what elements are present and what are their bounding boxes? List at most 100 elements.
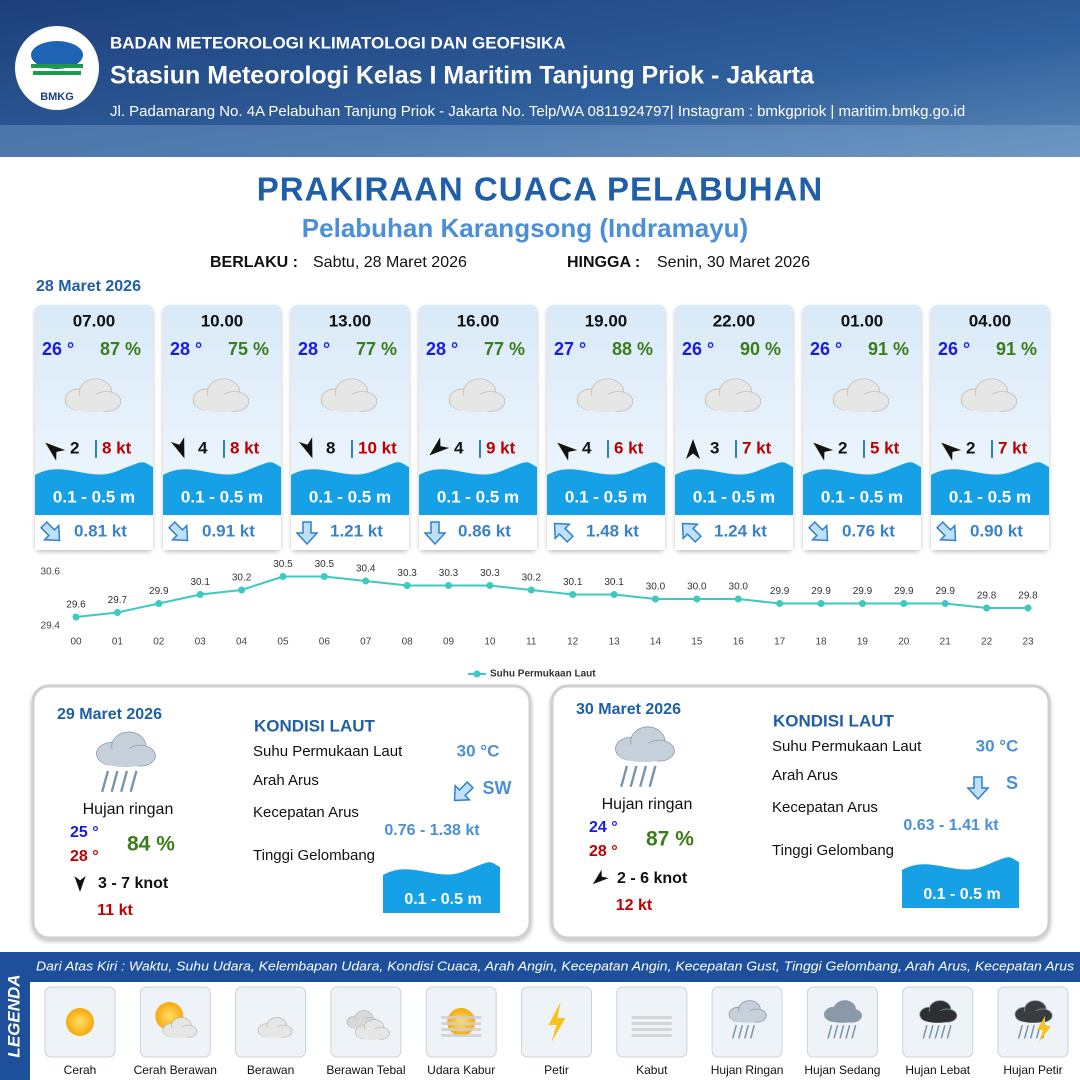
subtitle: Pelabuhan Karangsong (Indramayu) — [302, 213, 748, 243]
valid-to: Senin, 30 Maret 2026 — [657, 254, 810, 271]
logo-stripe — [33, 71, 81, 75]
forecast-card — [675, 305, 793, 550]
wave-height: 0.1 - 0.5 m — [693, 487, 775, 506]
humidity: 91 % — [996, 339, 1037, 359]
gust-speed: 5 kt — [870, 438, 900, 457]
direction-arrow — [941, 442, 962, 461]
x-tick-label: 18 — [815, 637, 827, 648]
station-name: Stasiun Meteorologi Kelas I Maritim Tanj… — [110, 62, 815, 90]
rain-drop — [940, 1025, 946, 1039]
header-background — [0, 0, 1080, 157]
x-tick-label: 09 — [443, 637, 455, 648]
humidity: 88 % — [612, 339, 653, 359]
wave — [803, 462, 921, 515]
cloud-part — [259, 1026, 290, 1038]
rain-drop — [839, 1025, 845, 1039]
haze-line — [631, 1034, 672, 1037]
cloud-part — [1016, 1010, 1050, 1023]
wind-speed: 4 — [582, 438, 592, 457]
air-temperature: 28 ° — [170, 339, 202, 359]
rain-drop — [648, 765, 657, 788]
value-label: 29.9 — [894, 586, 914, 597]
header-decoration — [0, 125, 1080, 157]
sea-title: KONDISI LAUT — [773, 711, 895, 730]
day-date: 29 Maret 2026 — [57, 706, 162, 723]
x-tick-label: 07 — [360, 637, 372, 648]
point — [445, 582, 453, 589]
forecast-card — [547, 305, 665, 550]
humidity: 77 % — [484, 339, 525, 359]
current-arrow — [423, 521, 447, 546]
point — [651, 595, 659, 603]
wave — [419, 462, 537, 515]
wave-height: 0.1 - 0.5 m — [404, 891, 481, 908]
humidity: 77 % — [356, 339, 397, 359]
sea-label: Arah Arus — [772, 767, 838, 784]
legend-item — [997, 986, 1069, 1058]
cloud-part — [920, 1010, 955, 1023]
rain-drop — [1023, 1025, 1029, 1039]
legend-marker — [473, 670, 481, 678]
legend-item-label: Berawan — [247, 1063, 294, 1077]
current-arrow — [808, 521, 829, 542]
value-label: 29.6 — [66, 600, 86, 611]
sea-temperature: 30 °C — [457, 741, 500, 760]
legend-description: Dari Atas Kiri : Waktu, Suhu Udara, Kele… — [36, 958, 1075, 973]
current-arrow — [453, 781, 474, 802]
sea-label: Tinggi Gelombang — [772, 842, 894, 859]
value-label: 29.8 — [977, 591, 997, 602]
title: PRAKIRAAN CUACA PELABUHAN — [257, 171, 823, 208]
haze-line — [441, 1016, 482, 1019]
point — [72, 613, 80, 621]
wave — [291, 462, 409, 515]
wave — [931, 462, 1049, 515]
value-label: 30.0 — [729, 582, 749, 593]
sea-label: Arah Arus — [253, 772, 319, 789]
logo-text: BMKG — [40, 91, 74, 103]
current-speed-range: 0.76 - 1.38 kt — [384, 822, 480, 839]
current-direction: SW — [483, 778, 512, 798]
value-label: 30.3 — [439, 568, 459, 579]
point — [527, 586, 535, 594]
point — [403, 582, 411, 589]
gust-speed: 10 kt — [358, 438, 397, 457]
gust-speed: 11 kt — [97, 902, 133, 919]
wind-range: 3 - 7 knot — [98, 875, 169, 892]
rain-drop — [934, 1025, 940, 1039]
x-tick-label: 11 — [526, 637, 537, 648]
gust-speed: 8 kt — [230, 438, 260, 457]
cloud-part — [825, 1010, 860, 1023]
value-label: 29.9 — [770, 586, 790, 597]
y-tick-label: 30.6 — [41, 567, 61, 578]
wave — [35, 462, 153, 515]
value-label: 30.2 — [232, 573, 252, 584]
wind-speed: 4 — [454, 438, 464, 457]
x-tick-label: 03 — [195, 637, 207, 648]
legend-item-label: Petir — [544, 1063, 569, 1077]
cloud-part — [578, 394, 630, 413]
rain-drop — [827, 1025, 833, 1039]
point — [734, 595, 742, 603]
cloud-part — [356, 1028, 388, 1040]
legend-item — [711, 986, 783, 1058]
value-label: 29.7 — [108, 595, 128, 606]
point — [569, 591, 577, 598]
value-label: 29.9 — [853, 586, 873, 597]
rain-drop — [110, 770, 119, 793]
point — [693, 595, 701, 603]
legend-item — [235, 986, 307, 1058]
time: 22.00 — [713, 311, 756, 330]
point — [362, 577, 370, 585]
value-label: 29.9 — [149, 586, 169, 597]
sea-title: KONDISI LAUT — [254, 716, 376, 735]
value-label: 30.4 — [356, 564, 376, 575]
direction-arrow — [74, 876, 86, 892]
direction-arrow — [299, 437, 313, 459]
point — [196, 591, 204, 598]
point — [238, 586, 246, 594]
cloud-part — [706, 394, 758, 413]
direction-arrow — [429, 437, 450, 456]
legend-sidebar — [0, 952, 30, 1080]
legend-item — [521, 986, 592, 1058]
rain-drop — [1017, 1025, 1023, 1039]
